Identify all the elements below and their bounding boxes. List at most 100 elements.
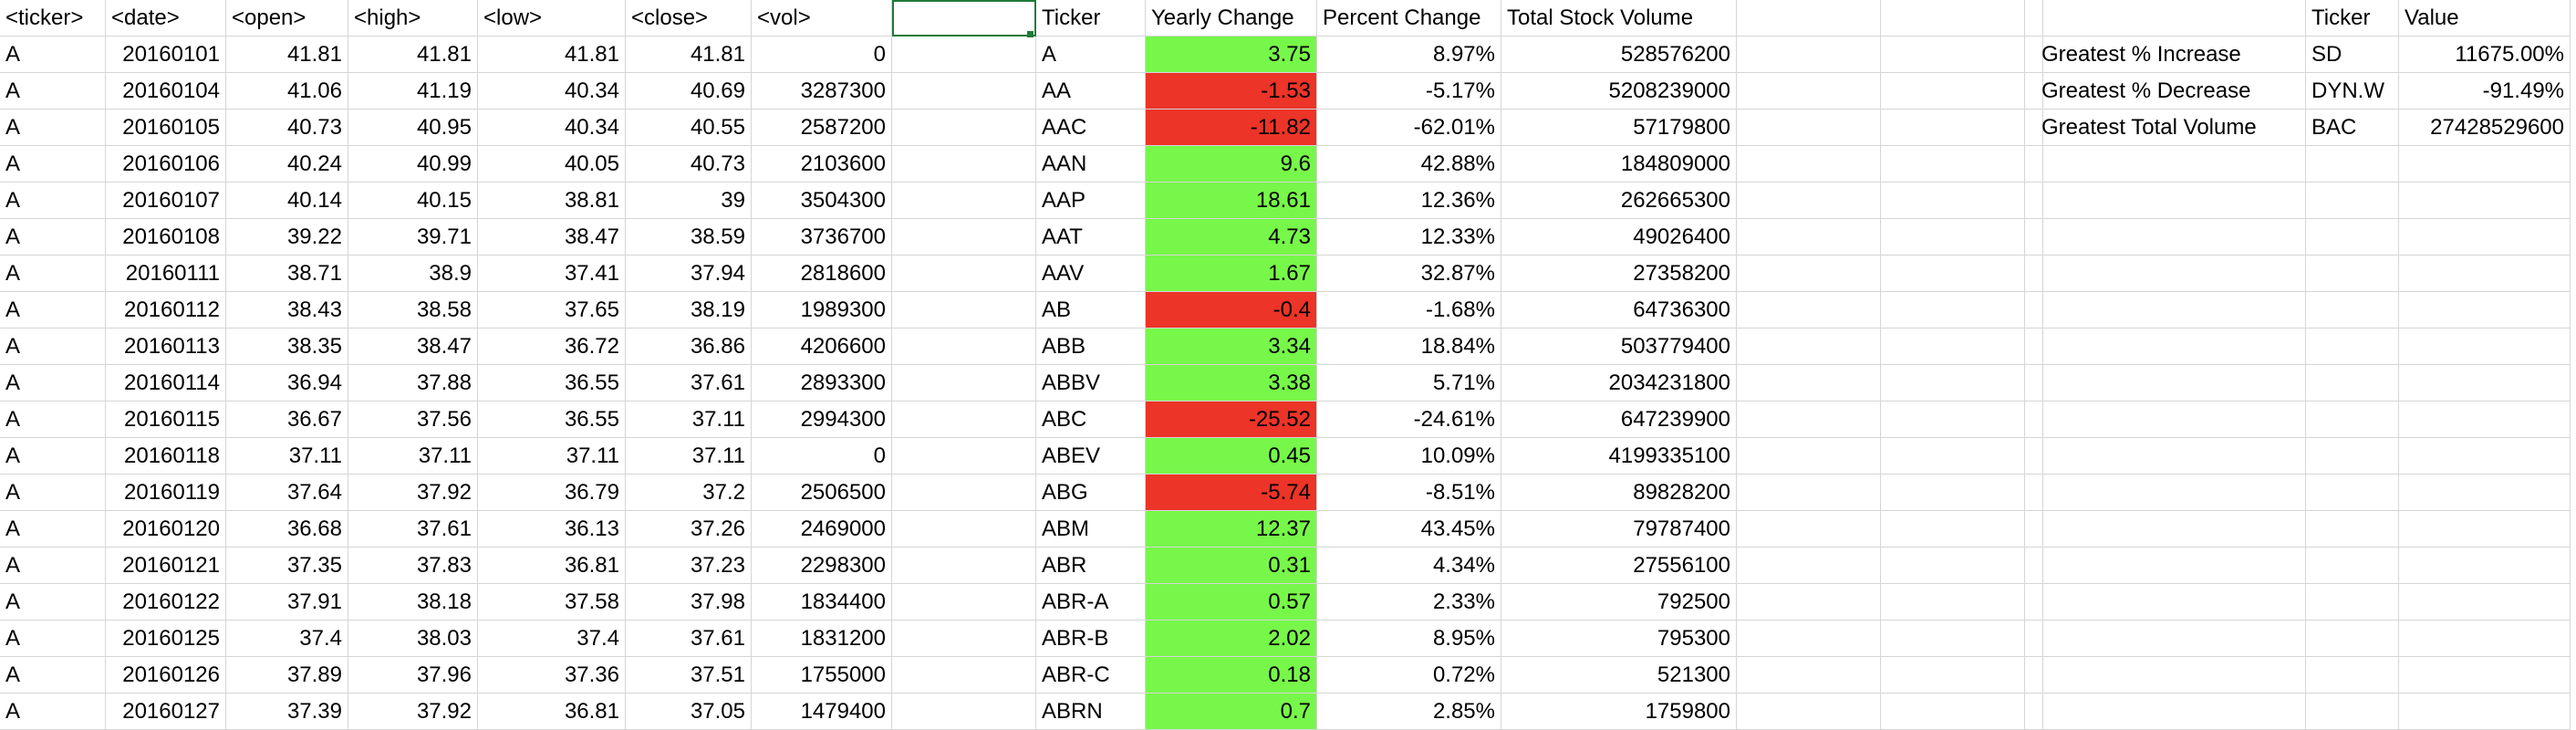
greatest-ticker-cell[interactable]	[2306, 548, 2399, 584]
date-cell[interactable]: 20160126	[106, 657, 226, 694]
vol-cell[interactable]: 3736700	[752, 219, 892, 256]
open-cell[interactable]: 38.71	[226, 256, 348, 292]
greatest-ticker-cell[interactable]	[2306, 657, 2399, 694]
ticker-cell[interactable]: A	[0, 292, 106, 328]
yearly-change-cell[interactable]: 3.75	[1146, 36, 1317, 73]
greatest-label-cell[interactable]	[2036, 548, 2306, 584]
date-cell[interactable]: 20160105	[106, 110, 226, 146]
empty-cell[interactable]	[892, 620, 1036, 657]
close-cell[interactable]: 37.23	[626, 548, 752, 584]
close-cell[interactable]: 37.05	[626, 694, 752, 730]
greatest-ticker-cell[interactable]	[2306, 328, 2399, 365]
low-cell[interactable]: 40.05	[478, 146, 626, 182]
vol-cell[interactable]: 2587200	[752, 110, 892, 146]
date-cell[interactable]: 20160122	[106, 584, 226, 620]
low-cell[interactable]: 38.47	[478, 219, 626, 256]
yearly-change-cell[interactable]: 0.7	[1146, 694, 1317, 730]
low-cell[interactable]: 36.55	[478, 402, 626, 438]
open-cell[interactable]: 37.64	[226, 474, 348, 511]
header-cell[interactable]: <date>	[106, 0, 226, 36]
vol-cell[interactable]: 2298300	[752, 548, 892, 584]
ticker-cell[interactable]: A	[0, 511, 106, 548]
percent-change-cell[interactable]: 12.33%	[1317, 219, 1501, 256]
low-cell[interactable]: 36.55	[478, 365, 626, 402]
greatest-ticker-cell[interactable]	[2306, 620, 2399, 657]
percent-change-cell[interactable]: 12.36%	[1317, 182, 1501, 219]
header-cell[interactable]: Total Stock Volume	[1501, 0, 1737, 36]
high-cell[interactable]: 37.88	[348, 365, 478, 402]
greatest-ticker-cell[interactable]	[2306, 146, 2399, 182]
percent-change-cell[interactable]: -24.61%	[1317, 402, 1501, 438]
greatest-ticker-cell[interactable]	[2306, 292, 2399, 328]
vol-cell[interactable]: 1989300	[752, 292, 892, 328]
greatest-value-cell[interactable]	[2399, 402, 2571, 438]
total-volume-cell[interactable]: 27358200	[1501, 256, 1737, 292]
open-cell[interactable]: 41.81	[226, 36, 348, 73]
open-cell[interactable]: 39.22	[226, 219, 348, 256]
yearly-change-cell[interactable]: -0.4	[1146, 292, 1317, 328]
empty-cell[interactable]	[1881, 328, 2025, 365]
header-cell[interactable]	[1881, 0, 2025, 36]
open-cell[interactable]: 37.91	[226, 584, 348, 620]
empty-cell[interactable]	[892, 219, 1036, 256]
close-cell[interactable]: 37.26	[626, 511, 752, 548]
open-cell[interactable]: 40.24	[226, 146, 348, 182]
empty-cell[interactable]	[2025, 365, 2043, 402]
total-volume-cell[interactable]: 528576200	[1501, 36, 1737, 73]
close-cell[interactable]: 37.11	[626, 402, 752, 438]
yearly-change-cell[interactable]: -5.74	[1146, 474, 1317, 511]
total-volume-cell[interactable]: 795300	[1501, 620, 1737, 657]
high-cell[interactable]: 38.47	[348, 328, 478, 365]
open-cell[interactable]: 37.89	[226, 657, 348, 694]
high-cell[interactable]: 37.11	[348, 438, 478, 474]
empty-cell[interactable]	[1737, 256, 1881, 292]
low-cell[interactable]: 36.79	[478, 474, 626, 511]
open-cell[interactable]: 37.11	[226, 438, 348, 474]
close-cell[interactable]: 40.69	[626, 73, 752, 110]
high-cell[interactable]: 38.03	[348, 620, 478, 657]
greatest-ticker-cell[interactable]	[2306, 256, 2399, 292]
low-cell[interactable]: 40.34	[478, 110, 626, 146]
low-cell[interactable]: 37.41	[478, 256, 626, 292]
open-cell[interactable]: 38.35	[226, 328, 348, 365]
empty-cell[interactable]	[1881, 620, 2025, 657]
greatest-label-cell[interactable]	[2036, 328, 2306, 365]
percent-change-cell[interactable]: 18.84%	[1317, 328, 1501, 365]
greatest-ticker-cell[interactable]	[2306, 182, 2399, 219]
low-cell[interactable]: 37.65	[478, 292, 626, 328]
percent-change-cell[interactable]: 10.09%	[1317, 438, 1501, 474]
empty-cell[interactable]	[892, 256, 1036, 292]
date-cell[interactable]: 20160121	[106, 548, 226, 584]
close-cell[interactable]: 40.55	[626, 110, 752, 146]
greatest-value-cell[interactable]	[2399, 256, 2571, 292]
empty-cell[interactable]	[1881, 365, 2025, 402]
header-cell[interactable]: <ticker>	[0, 0, 106, 36]
greatest-label-cell[interactable]	[2036, 256, 2306, 292]
percent-change-cell[interactable]: 4.34%	[1317, 548, 1501, 584]
greatest-ticker-cell[interactable]	[2306, 438, 2399, 474]
date-cell[interactable]: 20160118	[106, 438, 226, 474]
close-cell[interactable]: 37.61	[626, 620, 752, 657]
empty-cell[interactable]	[892, 182, 1036, 219]
open-cell[interactable]: 37.35	[226, 548, 348, 584]
empty-cell[interactable]	[2025, 511, 2043, 548]
close-cell[interactable]: 38.59	[626, 219, 752, 256]
low-cell[interactable]: 36.72	[478, 328, 626, 365]
empty-cell[interactable]	[1737, 694, 1881, 730]
date-cell[interactable]: 20160119	[106, 474, 226, 511]
header-cell[interactable]	[1737, 0, 1881, 36]
empty-cell[interactable]	[892, 292, 1036, 328]
close-cell[interactable]: 37.61	[626, 365, 752, 402]
greatest-ticker-cell[interactable]	[2306, 365, 2399, 402]
selection-fill-handle[interactable]	[1027, 31, 1034, 37]
vol-cell[interactable]: 4206600	[752, 328, 892, 365]
empty-cell[interactable]	[2025, 548, 2043, 584]
yearly-change-cell[interactable]: -1.53	[1146, 73, 1317, 110]
greatest-value-cell[interactable]: 27428529600	[2399, 110, 2571, 146]
vol-cell[interactable]: 1834400	[752, 584, 892, 620]
header-cell[interactable]	[2036, 0, 2306, 36]
empty-cell[interactable]	[1737, 402, 1881, 438]
open-cell[interactable]: 41.06	[226, 73, 348, 110]
vol-cell[interactable]: 0	[752, 438, 892, 474]
vol-cell[interactable]: 3287300	[752, 73, 892, 110]
